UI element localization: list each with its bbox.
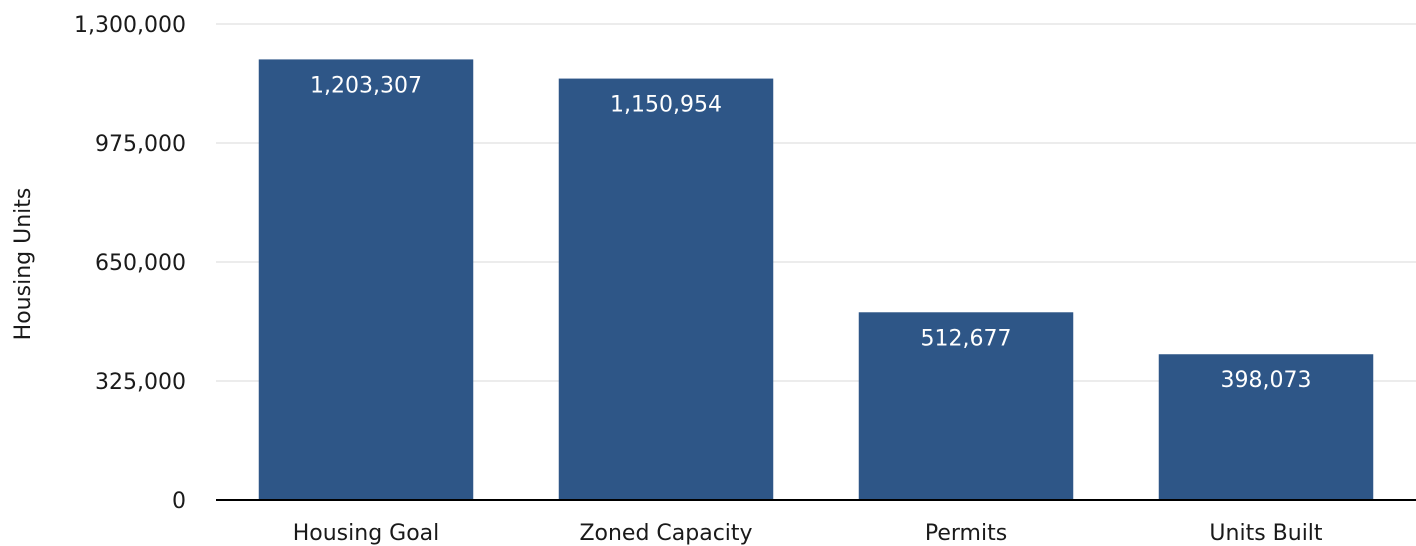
bar (858, 312, 1074, 500)
y-tick-label: 975,000 (95, 132, 186, 157)
data-labels: 1,203,307 1,150,954 512,677 398,073 (310, 73, 1311, 393)
x-category-label: Units Built (1209, 521, 1323, 546)
x-axis-categories: Housing Goal Zoned Capacity Permits Units B… (293, 521, 1323, 546)
y-tick-label: 325,000 (95, 370, 186, 395)
y-tick-label: 650,000 (95, 251, 186, 276)
bar (1158, 354, 1374, 500)
y-axis-title: Housing Units (11, 188, 36, 341)
x-category-label: Permits (925, 521, 1007, 546)
bars (258, 59, 1374, 501)
bar (258, 59, 474, 501)
x-category-label: Housing Goal (293, 521, 440, 546)
bar-value-label: 1,150,954 (610, 93, 722, 118)
y-tick-label: 1,300,000 (74, 13, 186, 38)
y-axis-ticks: 0 325,000 650,000 975,000 1,300,000 (74, 13, 186, 514)
bar-value-label: 1,203,307 (310, 73, 422, 98)
bar (558, 78, 774, 501)
y-tick-label: 0 (172, 489, 186, 514)
bar-value-label: 512,677 (921, 326, 1012, 351)
x-category-label: Zoned Capacity (579, 521, 752, 546)
bar-value-label: 398,073 (1221, 368, 1312, 393)
